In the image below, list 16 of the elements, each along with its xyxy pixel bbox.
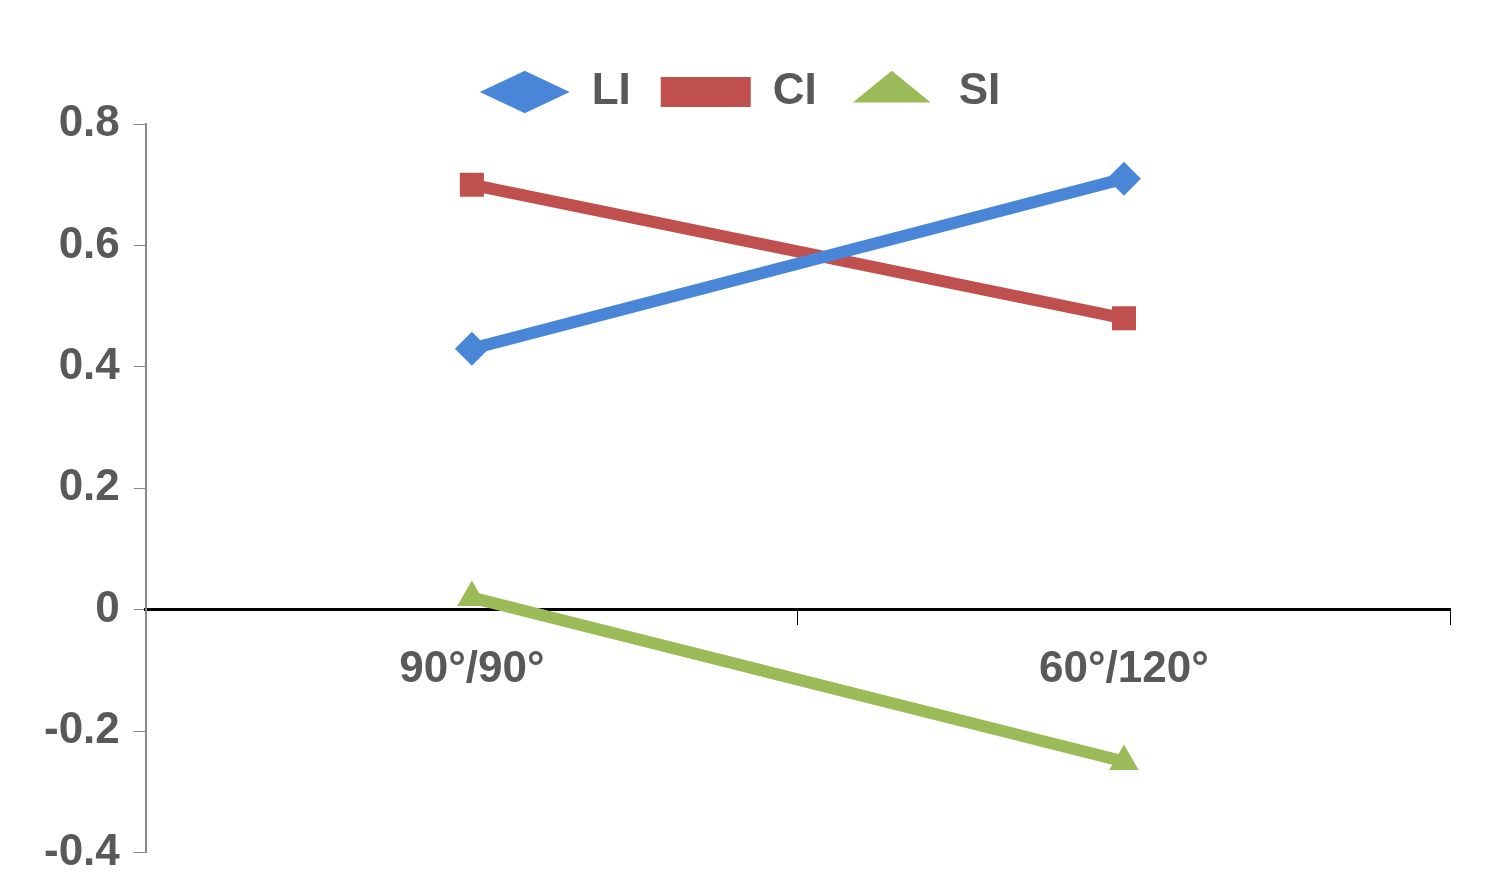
y-tick-label: 0.8 [58, 96, 120, 146]
legend-label: SI [958, 64, 1001, 114]
legend-label: CI [772, 64, 817, 114]
point [1111, 306, 1136, 331]
legend-label: LI [591, 64, 631, 114]
y-tick-label: 0.2 [58, 460, 120, 510]
point [1106, 161, 1141, 196]
point [454, 331, 489, 366]
y-tick-label: 0 [95, 581, 120, 631]
x-tick-label: 90°/90° [399, 642, 545, 692]
point [459, 172, 484, 197]
y-tick-label: 0.6 [58, 217, 120, 267]
y-tick-label: -0.4 [43, 824, 121, 874]
x-tick-label: 60°/120° [1039, 642, 1209, 692]
y-tick-label: 0.4 [58, 339, 121, 389]
y-tick-label: -0.2 [43, 703, 120, 753]
